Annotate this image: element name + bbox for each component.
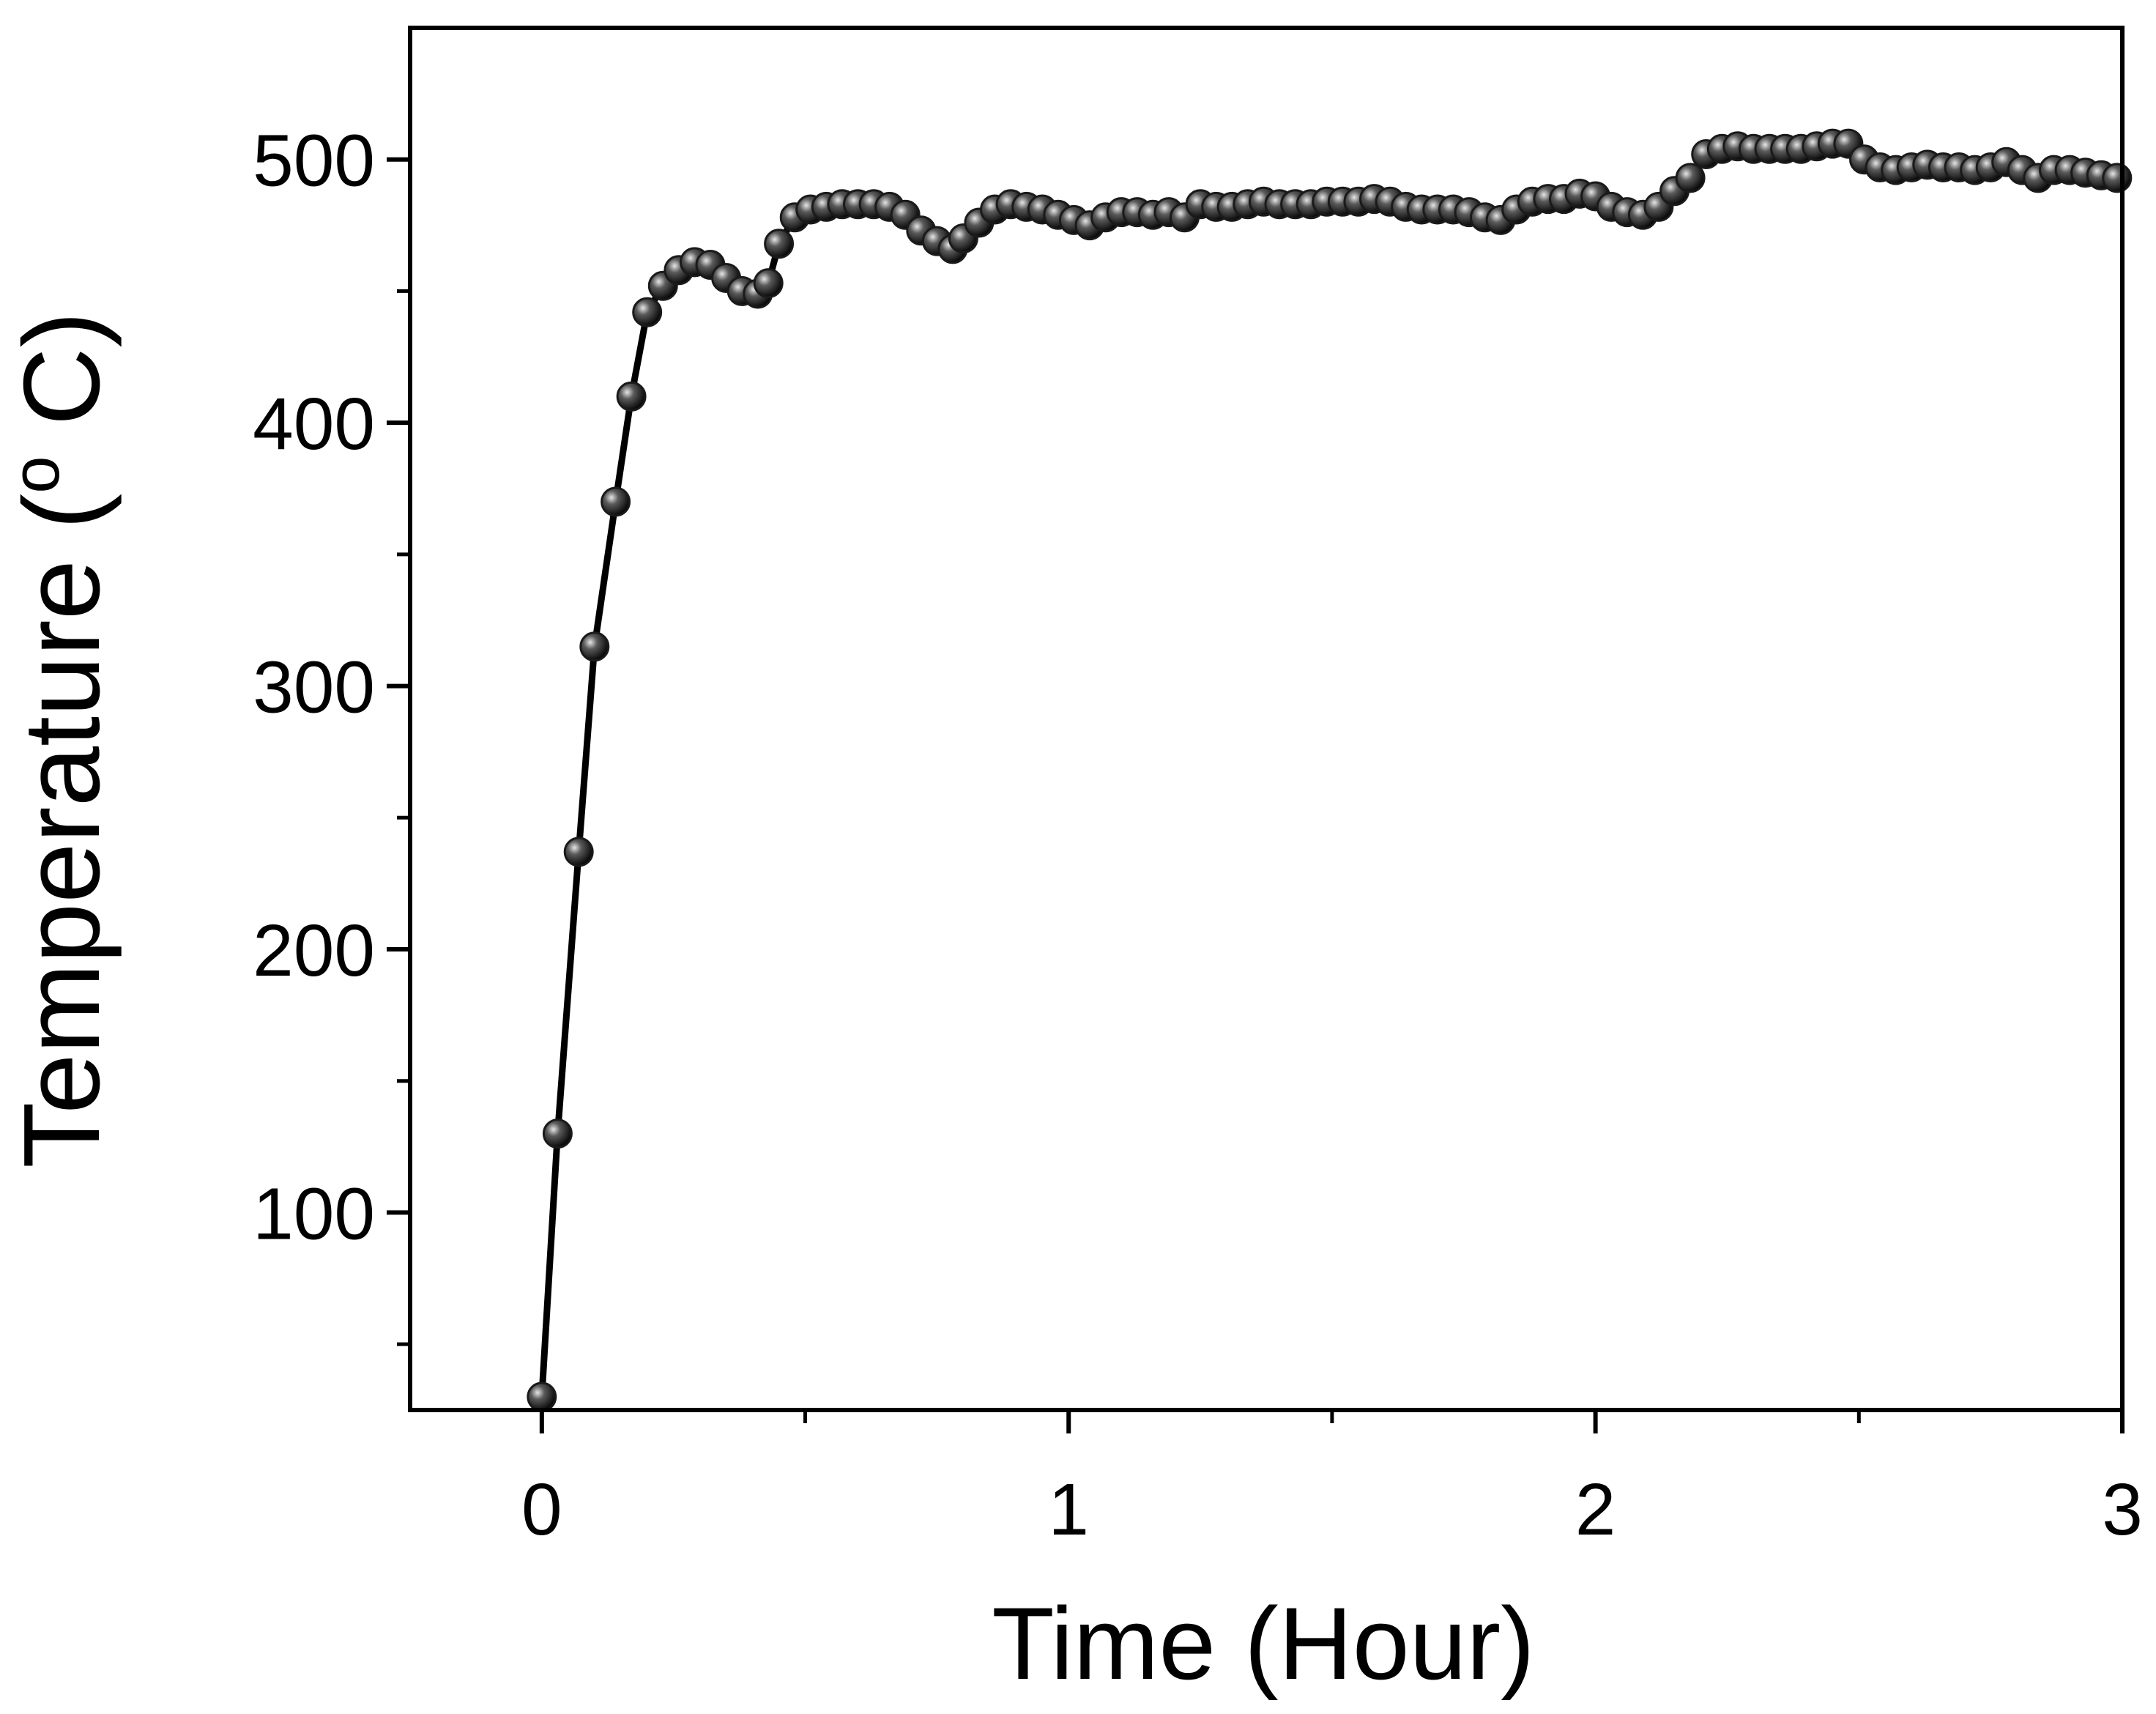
y-tick-label: 200 — [253, 910, 375, 992]
plot-frame — [408, 26, 2125, 1412]
y-axis-title-degree: o — [0, 456, 73, 493]
x-tick-label: 1 — [1048, 1469, 1089, 1551]
data-point — [616, 381, 647, 412]
data-point — [2102, 163, 2133, 193]
axes: 0 1 2 3 100 200 300 400 500 — [253, 120, 2143, 1551]
y-tick-label: 400 — [253, 383, 375, 465]
y-tick-label: 100 — [253, 1173, 375, 1255]
y-axis-title-main: Temperature ( — [1, 494, 122, 1168]
data-point — [753, 268, 784, 299]
x-tick-label: 2 — [1575, 1469, 1616, 1551]
x-tick-label: 3 — [2102, 1469, 2143, 1551]
data-point — [1675, 163, 1706, 193]
data-point — [563, 836, 594, 867]
data-point — [527, 1381, 557, 1412]
data-point — [579, 631, 610, 662]
data-point — [764, 229, 795, 259]
series-line — [538, 140, 2121, 1400]
plot-area — [527, 128, 2133, 1412]
x-axis-title: Time (Hour) — [992, 1586, 1535, 1701]
y-axis-title-unit: C) — [1, 311, 122, 456]
x-tick-label: 0 — [521, 1469, 562, 1551]
y-tick-label: 500 — [253, 120, 375, 202]
data-point — [601, 486, 631, 517]
data-point — [632, 297, 663, 327]
data-point — [542, 1118, 573, 1149]
y-axis-title: Temperature (o C) — [0, 311, 122, 1168]
y-tick-label: 300 — [253, 647, 375, 729]
